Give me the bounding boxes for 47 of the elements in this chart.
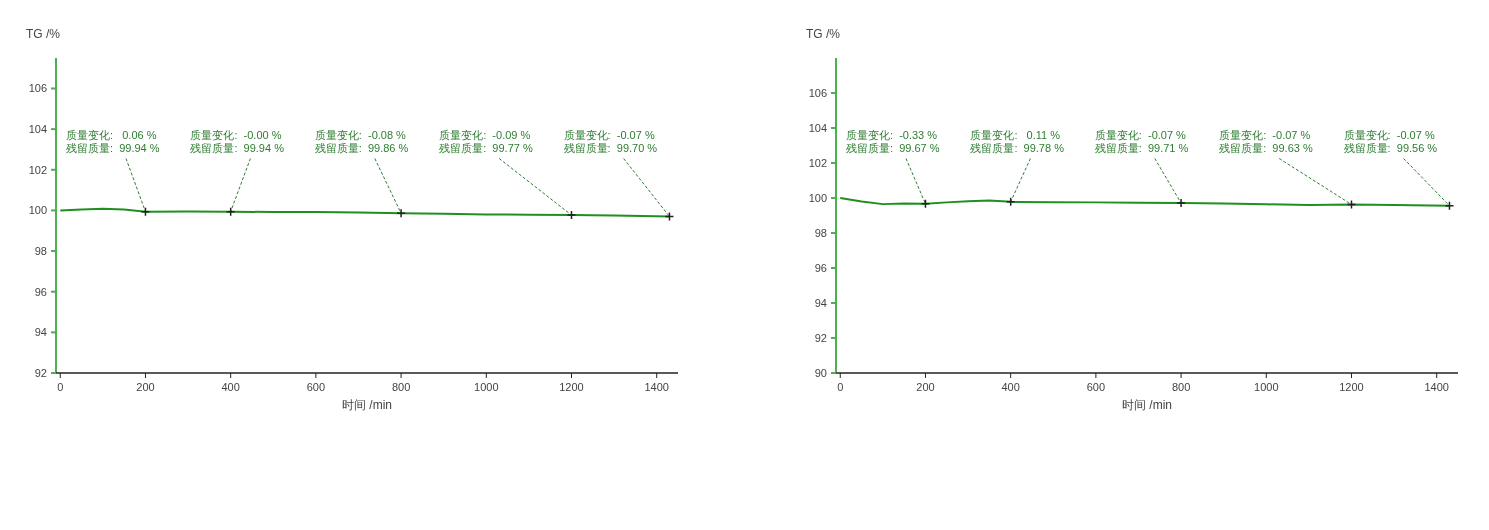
annotation: 质量变化: -0.08 % 残留质量: 99.86 %: [314, 128, 409, 154]
x-tick-label: 200: [136, 381, 155, 393]
annotation: 质量变化: -0.09 % 残留质量: 99.77 %: [439, 128, 533, 154]
y-tick-label: 104: [28, 122, 47, 135]
y-tick-label: 106: [28, 82, 47, 95]
y-tick-label: 96: [34, 285, 47, 298]
y-tick-label: 96: [814, 261, 827, 274]
y-tick-label: 94: [34, 326, 47, 339]
x-tick-label: 1200: [559, 381, 584, 393]
x-tick-label: 0: [57, 381, 64, 393]
x-tick-label: 800: [391, 381, 411, 393]
y-tick-label: 100: [808, 191, 827, 204]
x-axis-title: 时间 /min: [1121, 398, 1173, 412]
y-tick-label: 90: [814, 366, 827, 379]
y-tick-label: 98: [814, 226, 827, 239]
x-tick-label: 600: [1086, 381, 1106, 393]
x-tick-label: 1200: [1339, 381, 1364, 393]
annotation: 质量变化: -0.07 % 残留质量: 99.56 %: [1343, 128, 1438, 154]
x-tick-label: 1000: [1254, 381, 1279, 393]
y-tick-label: 104: [808, 121, 827, 134]
annotation: 质量变化: -0.33 % 残留质量: 99.67 %: [846, 128, 940, 154]
annotation: 质量变化: -0.07 % 残留质量: 99.71 %: [1094, 128, 1189, 154]
annotation: 质量变化: -0.00 % 残留质量: 99.94 %: [190, 128, 285, 154]
y-tick-label: 100: [28, 204, 47, 217]
y-axis-title: TG /%: [26, 27, 61, 41]
y-tick-label: 94: [814, 296, 827, 309]
x-tick-label: 200: [916, 381, 935, 393]
y-tick-label: 92: [814, 331, 827, 344]
x-tick-label: 400: [221, 381, 240, 393]
annotation: 质量变化: 0.06 % 残留质量: 99.94 %: [66, 128, 160, 154]
x-tick-label: 1400: [644, 381, 669, 393]
annotation: 质量变化: -0.07 % 残留质量: 99.70 %: [563, 128, 658, 154]
x-tick-label: 0: [837, 381, 844, 393]
x-axis-title: 时间 /min: [341, 398, 393, 412]
x-tick-label: 1400: [1424, 381, 1449, 393]
y-tick-label: 102: [808, 156, 827, 169]
annotation: 质量变化: 0.11 % 残留质量: 99.78 %: [970, 128, 1065, 154]
x-tick-label: 1000: [474, 381, 499, 393]
y-tick-label: 102: [28, 163, 47, 176]
x-tick-label: 600: [306, 381, 326, 393]
y-tick-label: 92: [34, 366, 47, 379]
annotation: 质量变化: -0.07 % 残留质量: 99.63 %: [1219, 128, 1313, 154]
x-tick-label: 800: [1171, 381, 1191, 393]
y-axis-title: TG /%: [806, 27, 841, 41]
y-tick-label: 98: [34, 244, 47, 257]
x-tick-label: 400: [1001, 381, 1020, 393]
y-tick-label: 106: [808, 86, 827, 99]
